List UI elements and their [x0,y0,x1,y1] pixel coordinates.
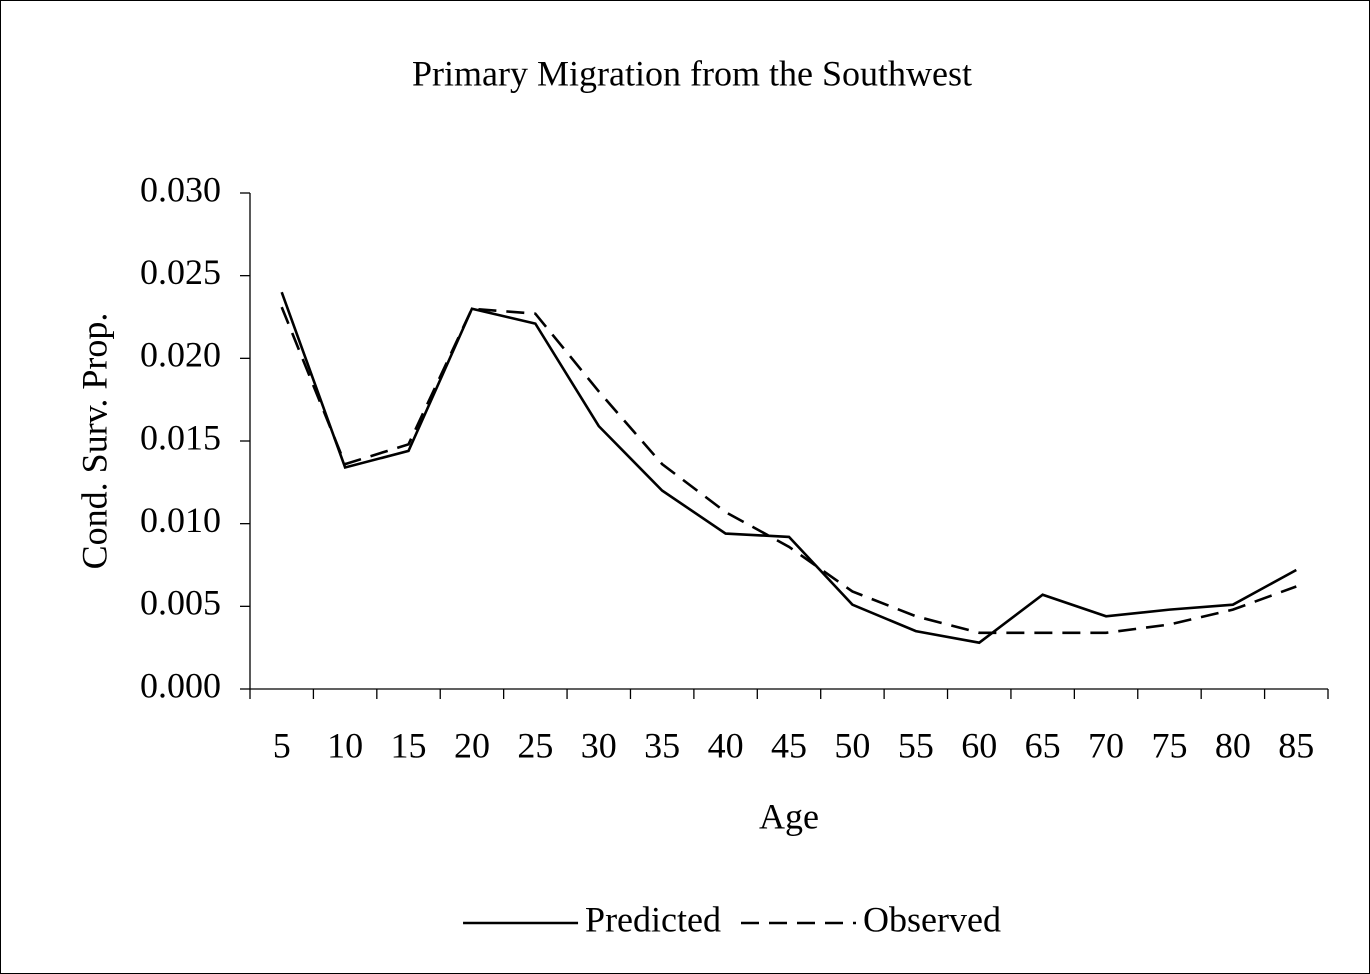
x-tick-label: 70 [1088,725,1124,765]
x-tick-label: 80 [1215,725,1251,765]
legend-label: Observed [863,899,1001,939]
y-tick-label: 0.010 [140,500,221,540]
x-tick-label: 35 [644,725,680,765]
x-tick-label: 25 [517,725,553,765]
chart-title: Primary Migration from the Southwest [412,53,972,93]
y-tick-label: 0.025 [140,252,221,292]
x-tick-label: 40 [708,725,744,765]
x-tick-label: 55 [898,725,934,765]
x-tick-label: 15 [391,725,427,765]
x-tick-label: 45 [771,725,807,765]
x-tick-label: 85 [1278,725,1314,765]
x-tick-label: 5 [273,725,291,765]
y-tick-label: 0.015 [140,417,221,457]
x-axis-title: Age [759,796,819,836]
legend-label: Predicted [585,899,721,939]
series-line [280,306,1297,635]
x-tick-label: 75 [1151,725,1187,765]
x-tick-label: 60 [961,725,997,765]
x-tick-label: 20 [454,725,490,765]
y-tick-label: 0.020 [140,335,221,375]
x-tick-label: 30 [581,725,617,765]
y-tick-label: 0.030 [140,169,221,209]
y-axis-title: Cond. Surv. Prop. [74,313,114,570]
x-tick-label: 10 [327,725,363,765]
x-tick-label: 65 [1025,725,1061,765]
x-tick-label: 50 [834,725,870,765]
series-line [280,291,1297,645]
y-tick-label: 0.005 [140,583,221,623]
y-tick-label: 0.000 [140,665,221,705]
